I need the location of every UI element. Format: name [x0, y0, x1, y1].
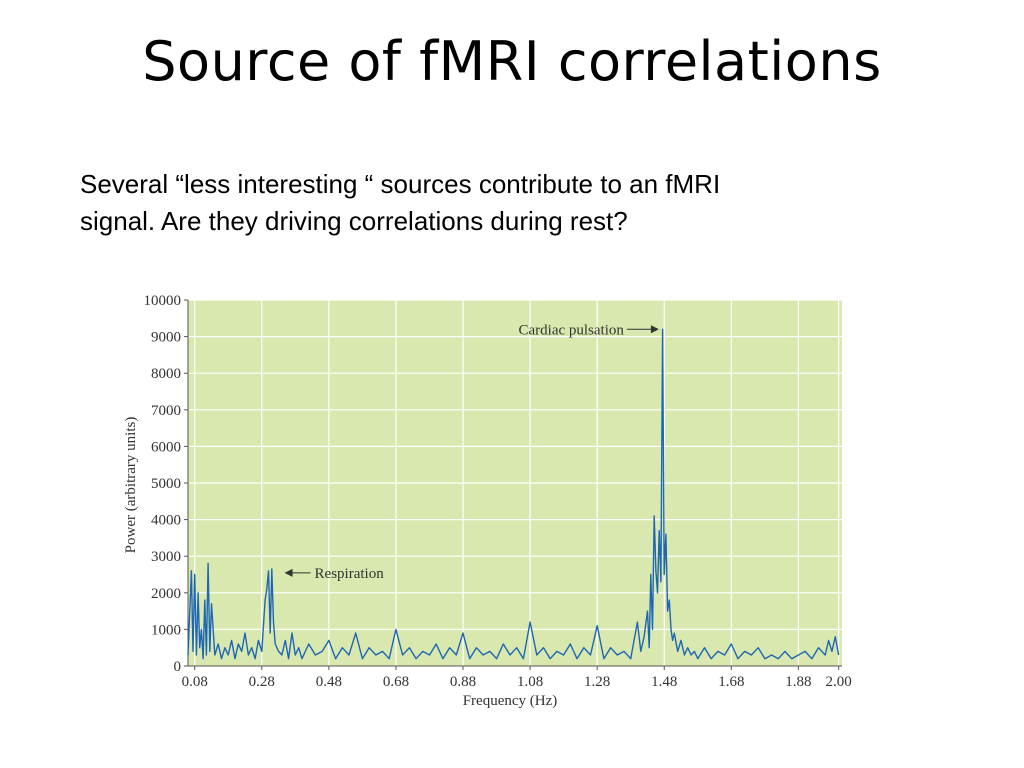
tick-labels: 0.08 0.28 0.48 0.68 0.88 1.08 1.28 1.48 1.68 1.88… — [144, 293, 852, 690]
y-tick-label: 2000 — [151, 586, 181, 602]
x-tick-label: 0.28 — [249, 674, 275, 690]
body-line-1: Several “less interesting “ sources cont… — [80, 169, 721, 199]
x-axis-label: Frequency (Hz) — [463, 693, 558, 709]
y-tick-label: 5000 — [151, 476, 181, 492]
x-tick-label: 0.48 — [316, 674, 342, 690]
x-tick-label: 2.00 — [826, 674, 852, 690]
x-tick-label: 1.08 — [517, 674, 543, 690]
y-tick-label: 6000 — [151, 439, 181, 455]
y-tick-label: 10000 — [144, 293, 182, 309]
x-tick-label: 0.08 — [182, 674, 208, 690]
y-tick-label: 3000 — [151, 549, 181, 565]
spectrum-series-line — [187, 328, 840, 660]
x-tick-label: 1.68 — [718, 674, 744, 690]
y-axis-label: Power (arbitrary units) — [123, 417, 139, 554]
annotations: Respiration Cardiac pulsation — [284, 322, 659, 582]
slide-title: Source of fMRI correlations — [142, 30, 882, 93]
gridlines — [188, 299, 842, 666]
x-tick-label: 0.88 — [450, 674, 476, 690]
slide-body-text: Several “less interesting “ sources cont… — [80, 166, 960, 240]
y-tick-label: 8000 — [151, 366, 181, 382]
axes — [184, 299, 842, 670]
x-tick-label: 1.48 — [651, 674, 677, 690]
body-line-2: signal. Are they driving correlations du… — [80, 206, 628, 236]
y-tick-label: 9000 — [151, 330, 181, 346]
y-tick-label: 1000 — [151, 622, 181, 638]
respiration-annotation: Respiration — [315, 566, 385, 582]
x-tick-label: 0.68 — [383, 674, 409, 690]
y-tick-label: 0 — [174, 659, 182, 675]
y-tick-label: 7000 — [151, 403, 181, 419]
x-tick-label: 1.28 — [584, 674, 610, 690]
cardiac-arrowhead — [650, 325, 659, 334]
respiration-arrowhead — [284, 568, 293, 577]
y-tick-label: 4000 — [151, 513, 181, 529]
cardiac-annotation: Cardiac pulsation — [519, 322, 625, 338]
x-tick-label: 1.88 — [785, 674, 811, 690]
